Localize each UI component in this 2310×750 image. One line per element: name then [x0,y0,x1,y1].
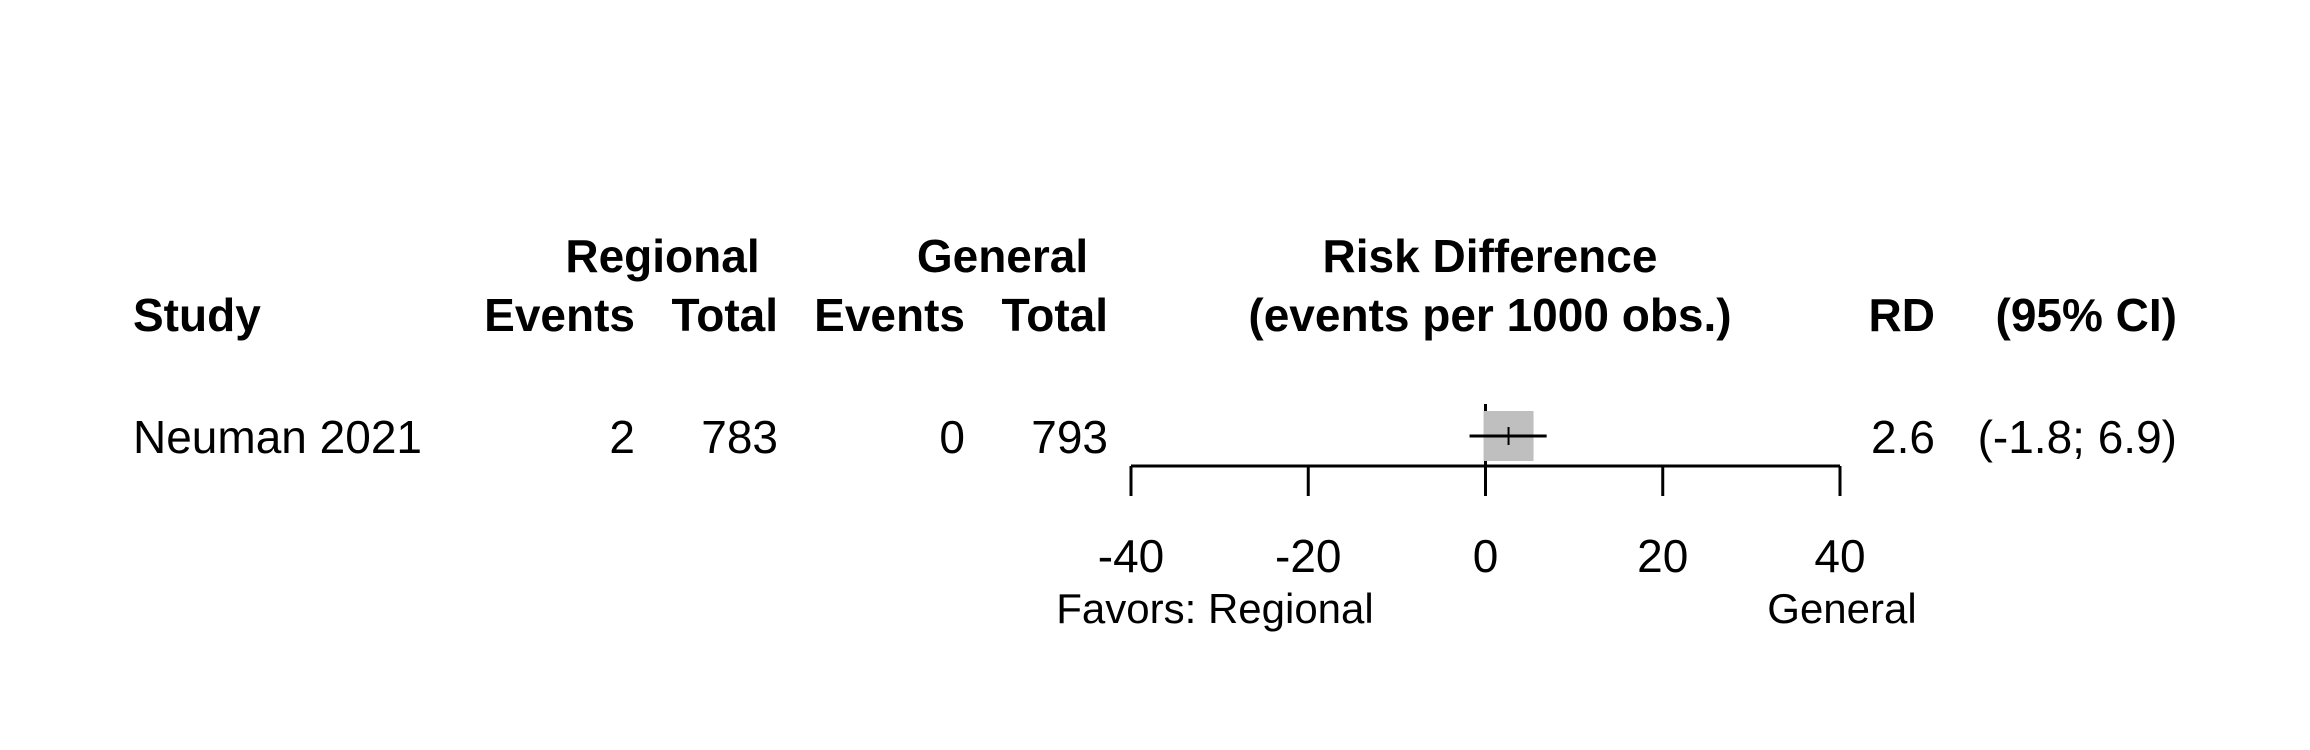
x-tick-label: 0 [1473,530,1499,582]
header-regional-total: Total [671,289,778,341]
row-regional-total: 783 [701,411,778,463]
row-rd-value: 2.6 [1871,411,1935,463]
row-regional-events: 2 [609,411,635,463]
header-regional-events: Events [484,289,635,341]
row-general-events: 0 [939,411,965,463]
x-axis-ticks: -40 -20 0 20 40 [1098,466,1866,582]
row-study-name: Neuman 2021 [133,411,422,463]
x-tick-label: -20 [1275,530,1341,582]
header-general-total: Total [1001,289,1108,341]
header-general-events: Events [814,289,965,341]
header-rd: RD [1868,289,1935,341]
header-ci: (95% CI) [1995,289,2177,341]
header-regional-group: Regional [565,230,760,282]
header-study: Study [133,289,261,341]
x-tick-label: 40 [1814,530,1865,582]
header-general-group: General [916,230,1089,282]
x-tick-label: -40 [1098,530,1164,582]
header-effect-title: Risk Difference [1322,230,1658,282]
row-ci-value: (-1.8; 6.9) [1977,411,2177,463]
row-general-total: 793 [1031,411,1108,463]
axis-label-favors-regional: Favors: Regional [1056,585,1373,632]
axis-label-general: General [1767,585,1916,632]
header-effect-subtitle: (events per 1000 obs.) [1248,289,1732,341]
x-tick-label: 20 [1637,530,1688,582]
